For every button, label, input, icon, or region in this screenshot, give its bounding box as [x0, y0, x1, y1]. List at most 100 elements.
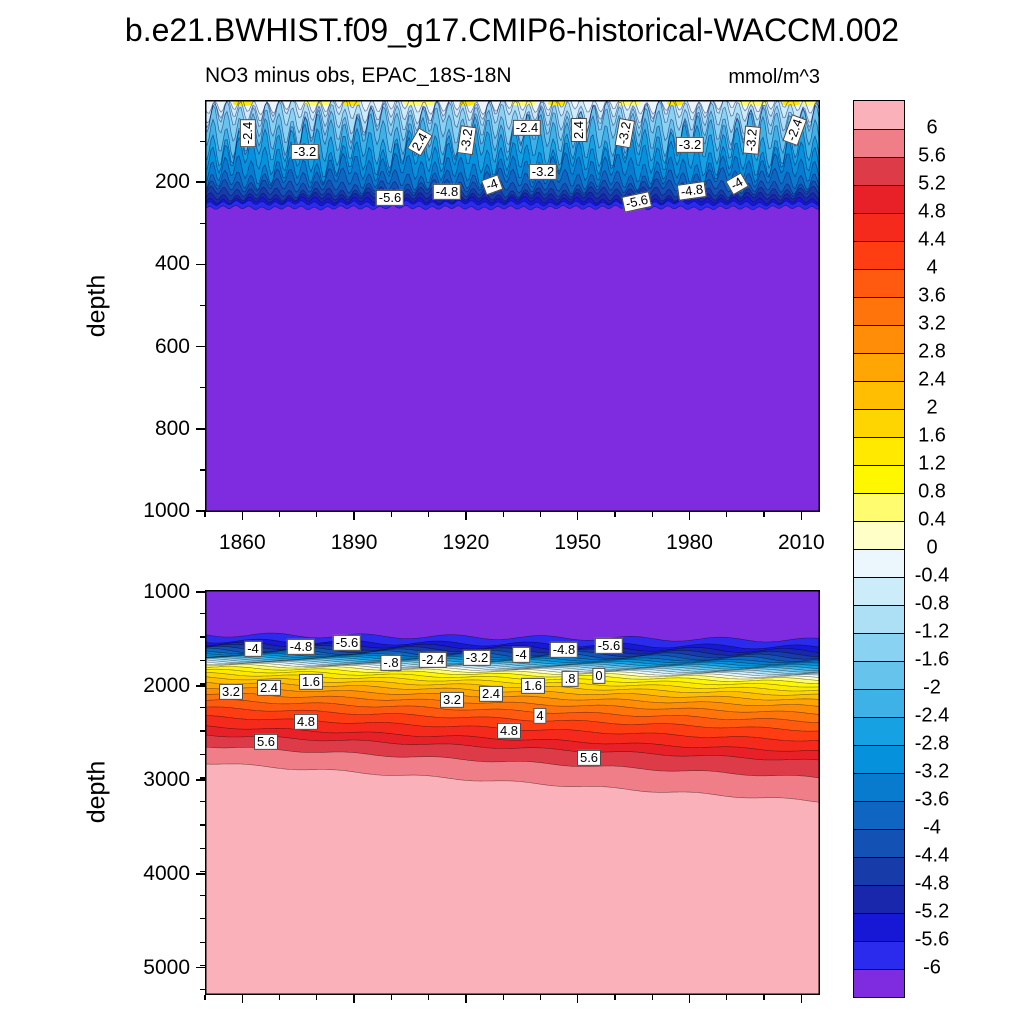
x-minor-tick [428, 512, 430, 517]
x-tick-label: 1920 [442, 531, 490, 554]
colorbar-box [854, 605, 904, 633]
colorbar-tick-label: -5.6 [914, 928, 950, 951]
colorbar-box [854, 353, 904, 381]
contour-line [205, 632, 820, 643]
y-tick [196, 591, 205, 593]
colorbar-box [854, 745, 904, 773]
x-minor-tick [763, 512, 765, 517]
contour-line [205, 191, 820, 202]
x-minor-tick [204, 512, 206, 517]
colorbar-box [854, 549, 904, 577]
colorbar-tick-label: -1.6 [914, 648, 950, 671]
contour-band [205, 100, 820, 115]
x-tick-label: 1950 [554, 531, 602, 554]
y-tick [196, 779, 205, 781]
x-minor-tick [428, 995, 430, 1000]
x-minor-tick [278, 995, 281, 1000]
y-tick-label: 1000 [143, 579, 190, 603]
plot-subtitle: NO3 minus obs, EPAC_18S-18N [205, 64, 512, 87]
upper-panel-frame [205, 100, 820, 512]
colorbar-tick-label: -6 [923, 956, 941, 979]
colorbar-box [854, 101, 904, 129]
colorbar-tick-label: 5.2 [918, 172, 946, 195]
contour-line [205, 746, 820, 779]
colorbar-box [854, 885, 904, 913]
x-tick [353, 995, 355, 1003]
colorbar-tick-label: -0.8 [914, 592, 950, 615]
y-minor-tick [200, 965, 205, 967]
colorbar-box [854, 381, 904, 409]
contour-band [205, 763, 820, 995]
x-minor-tick [614, 512, 616, 517]
x-minor-tick [726, 995, 728, 1000]
x-tick [241, 995, 244, 1003]
y-tick [196, 873, 205, 875]
colorbar-tick-label: 3.6 [918, 284, 946, 307]
y-minor-tick [200, 706, 205, 709]
y-minor-tick [200, 304, 205, 307]
contour-line [205, 699, 820, 723]
y-tick-label: 5000 [143, 955, 190, 979]
x-tick [465, 995, 467, 1003]
colorbar-tick-label: -4 [923, 816, 941, 839]
colorbar-box [854, 241, 904, 269]
y-minor-tick [200, 941, 205, 943]
y-tick [196, 510, 205, 512]
colorbar-tick-label: -0.4 [914, 564, 950, 587]
contour-line [205, 167, 820, 192]
y-minor-tick [200, 871, 205, 873]
y-minor-tick [200, 988, 205, 990]
colorbar-tick-label: -1.2 [914, 620, 950, 643]
colorbar-box [854, 521, 904, 549]
x-tick [800, 995, 803, 1003]
colorbar-tick-label: -2.8 [914, 732, 950, 755]
colorbar-box [854, 409, 904, 437]
y-tick [196, 345, 205, 348]
contour-line [205, 658, 820, 674]
contour-line [205, 664, 820, 681]
x-tick [800, 512, 803, 520]
y-minor-tick [200, 824, 205, 826]
colorbar-tick-label: 2.8 [918, 340, 946, 363]
y-minor-tick [200, 777, 205, 779]
colorbar [853, 100, 905, 998]
x-tick [353, 512, 355, 520]
contour-line [205, 725, 820, 752]
colorbar-box [854, 913, 904, 941]
colorbar-box [854, 269, 904, 297]
contour-line [205, 657, 820, 673]
upper-contour-plot [205, 100, 820, 512]
contour-line [205, 196, 820, 205]
y-minor-tick [200, 387, 205, 389]
colorbar-box [854, 969, 904, 997]
contour-line [205, 763, 820, 803]
y-minor-tick [200, 847, 205, 849]
contour-line [205, 661, 820, 677]
colorbar-tick-label: 5.6 [918, 144, 946, 167]
contour-line [205, 687, 820, 707]
colorbar-box [854, 633, 904, 661]
contour-line [205, 123, 820, 170]
x-minor-tick [204, 995, 206, 1000]
y-minor-tick [200, 683, 205, 685]
y-tick [196, 181, 205, 183]
colorbar-tick-label: -2 [923, 676, 941, 699]
y-axis-label-lower: depth [82, 760, 111, 824]
colorbar-box [854, 829, 904, 857]
colorbar-box [854, 717, 904, 745]
y-axis-label-upper: depth [82, 274, 111, 338]
colorbar-box [854, 689, 904, 717]
x-minor-tick [390, 512, 392, 517]
y-minor-tick [200, 753, 205, 756]
y-tick-label: 4000 [143, 861, 190, 885]
x-tick-label: 1860 [218, 531, 266, 554]
y-minor-tick [200, 612, 205, 615]
colorbar-tick-label: -3.2 [914, 760, 950, 783]
page-title: b.e21.BWHIST.f09_g17.CMIP6-historical-WA… [124, 12, 900, 48]
contour-line [205, 668, 820, 688]
x-tick [688, 512, 691, 520]
y-tick-label: 600 [154, 334, 190, 358]
x-minor-tick [539, 995, 542, 1000]
surface-positive-patch [233, 100, 253, 106]
